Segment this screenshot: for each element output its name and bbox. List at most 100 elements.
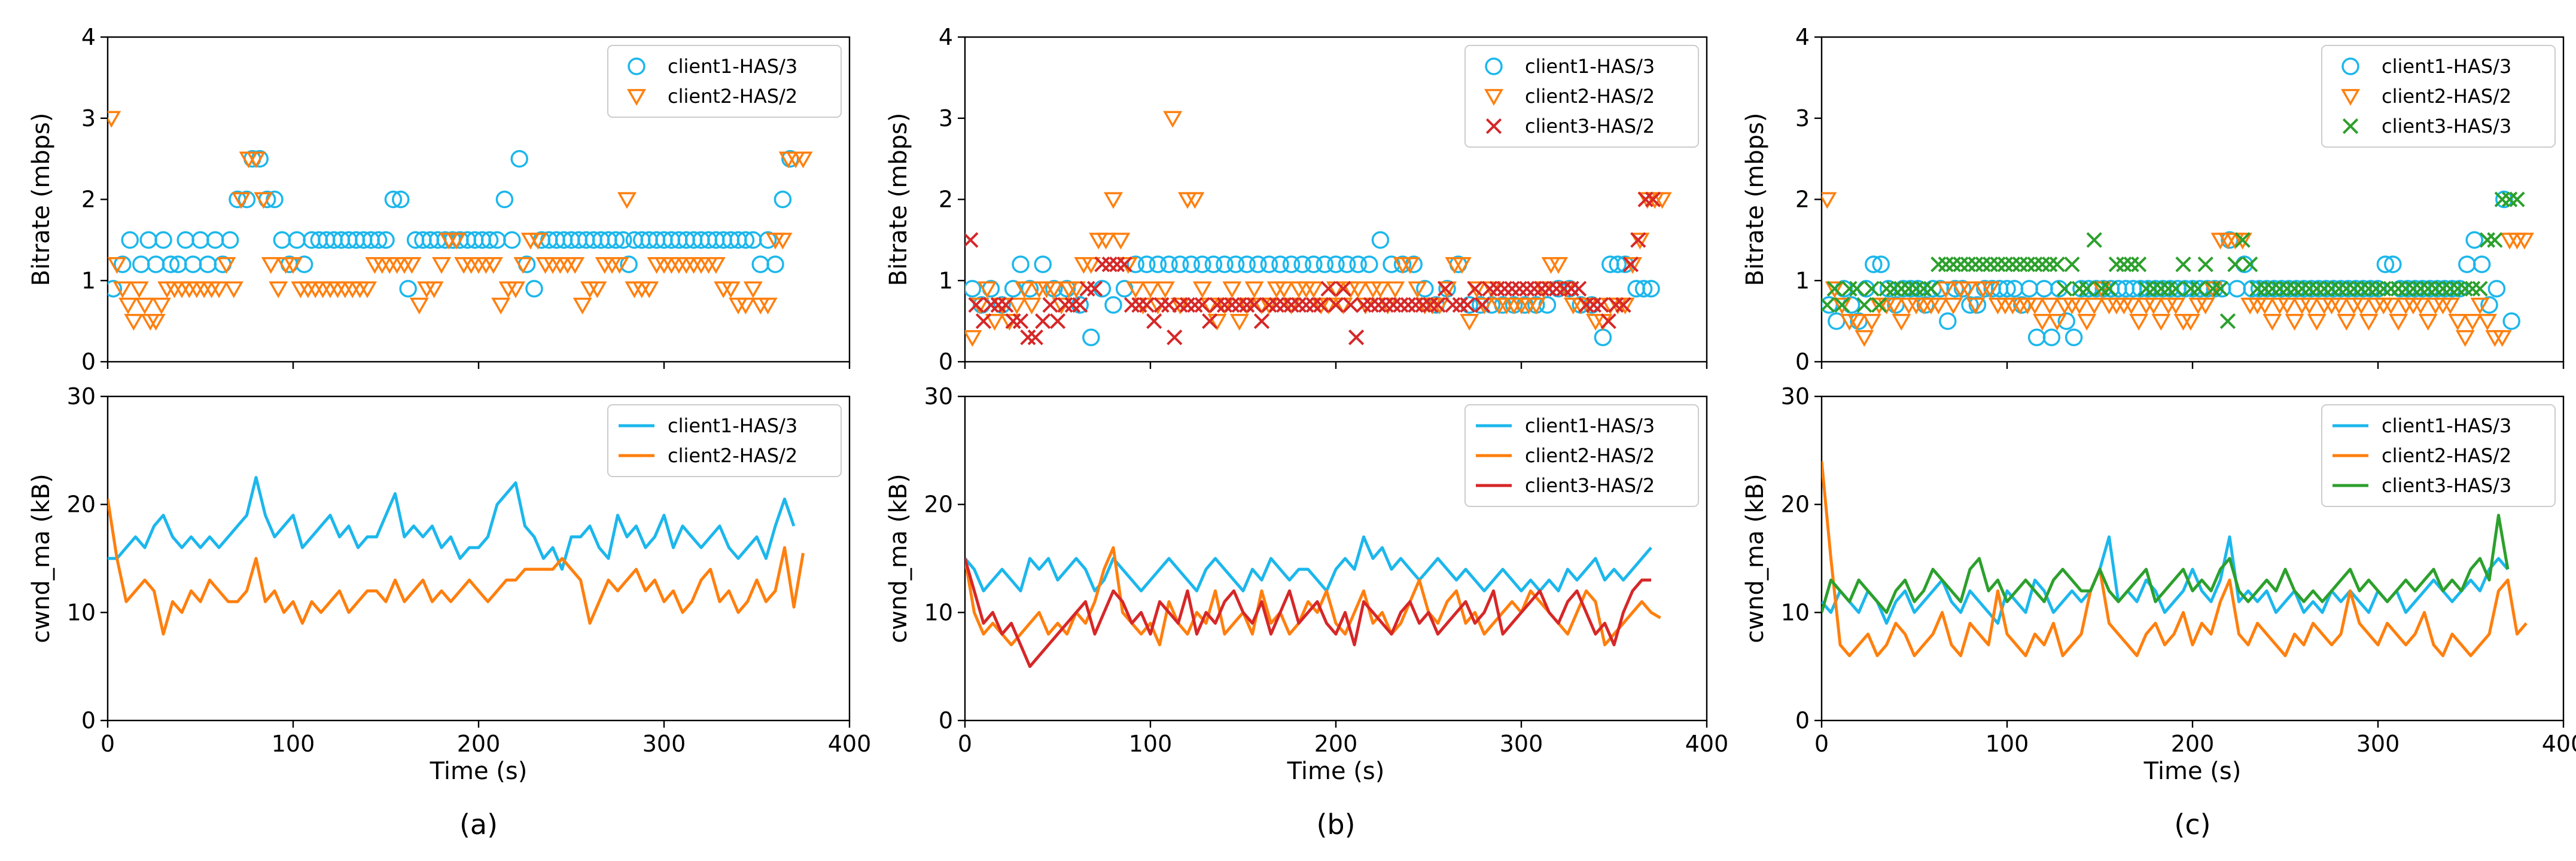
scatter-point <box>121 231 139 249</box>
scatter-point <box>1163 111 1183 128</box>
scatter-point <box>384 190 403 209</box>
scatter-point <box>246 151 266 169</box>
scatter-point <box>2353 280 2370 297</box>
scatter-point <box>2487 232 2503 248</box>
panel-caption: (a) <box>459 808 498 841</box>
scatter-point <box>2448 313 2468 331</box>
scatter-point <box>2035 280 2053 298</box>
scatter-point <box>1578 297 1594 313</box>
scatter-point <box>2455 330 2475 347</box>
scatter-point <box>2228 280 2246 298</box>
scatter-point <box>1953 256 1969 273</box>
scatter-point <box>1216 297 1233 313</box>
scatter-point <box>2301 280 2318 297</box>
scatter-point <box>1511 280 1528 297</box>
scatter-point <box>2233 233 2252 250</box>
y-axis-label: Bitrate (mbps) <box>28 113 55 286</box>
scatter-point <box>2398 280 2414 297</box>
scatter-point <box>209 281 229 298</box>
scatter-point <box>1194 297 1210 313</box>
scatter-point <box>766 255 784 273</box>
scatter-point <box>273 231 291 249</box>
y-tick-label: 30 <box>67 383 96 410</box>
scatter-point <box>1452 297 1468 313</box>
scatter-point <box>1825 281 1844 298</box>
scatter-point <box>1138 255 1156 273</box>
scatter-point <box>1035 313 1051 329</box>
scatter-point <box>2472 280 2488 297</box>
scatter-point <box>1570 280 1587 297</box>
axes-2-top: 0 1 2 3 4 Bitrate (mbps) client1-HAS/3 client2-… <box>1741 24 2565 375</box>
scatter-point <box>1968 256 1984 273</box>
scatter-point <box>1111 233 1131 250</box>
legend-marker-swatch <box>2342 118 2359 135</box>
scatter-point <box>1958 281 1978 298</box>
scatter-point <box>409 297 429 315</box>
scatter-point <box>1563 280 1579 297</box>
scatter-point <box>1884 297 1904 315</box>
scatter-point <box>1422 297 1439 313</box>
scatter-point <box>2025 297 2045 315</box>
scatter-point <box>2509 191 2525 207</box>
scatter-point <box>1871 297 1887 313</box>
legend-box <box>2321 45 2556 148</box>
scatter-point <box>1496 280 1513 297</box>
legend-label: client1-HAS/3 <box>668 55 797 78</box>
scatter-point <box>1856 297 1872 313</box>
scatter-point <box>1600 313 1616 329</box>
scatter-point <box>1400 257 1420 274</box>
x-tick-label: 200 <box>2171 731 2215 757</box>
scatter-point <box>1282 255 1301 273</box>
scatter-point <box>1042 297 1058 313</box>
legend-marker-swatch <box>1485 118 1502 135</box>
scatter-point <box>1072 297 1088 313</box>
scatter-point <box>503 231 521 249</box>
series-line <box>965 558 1651 668</box>
scatter-point <box>1298 297 1314 313</box>
scatter-point <box>2477 313 2497 331</box>
scatter-point <box>1385 297 1402 313</box>
axes-1-top: 0 1 2 3 4 Bitrate (mbps) client1-HAS/3 client2-… <box>885 24 1708 375</box>
scatter-point <box>1408 281 1427 298</box>
scatter-point <box>793 151 813 169</box>
scatter-point <box>1938 256 1954 273</box>
scatter-point <box>2123 256 2139 273</box>
x-axis-label: Time (s) <box>1287 758 1385 785</box>
scatter-point <box>2049 256 2065 273</box>
scatter-point <box>1960 256 1977 273</box>
y-tick-label: 4 <box>1795 24 1810 50</box>
legend: client1-HAS/3 client2-HAS/2 <box>607 404 842 477</box>
scatter-point <box>1886 280 1902 297</box>
scatter-point <box>1049 313 1066 329</box>
scatter-point <box>1338 255 1356 273</box>
scatter-point <box>369 231 388 249</box>
scatter-point <box>751 255 769 273</box>
scatter-point <box>2084 297 2104 315</box>
scatter-point <box>1192 281 1212 298</box>
scatter-point <box>1459 297 1476 313</box>
scatter-point <box>610 257 629 274</box>
scatter-point <box>2495 190 2513 209</box>
scatter-point <box>206 231 224 249</box>
scatter-point <box>1437 280 1454 297</box>
scatter-point <box>968 297 984 313</box>
scatter-points <box>1822 190 2534 347</box>
scatter-point <box>2064 256 2080 273</box>
scatter-point <box>1123 297 1140 313</box>
scatter-point <box>1849 280 1865 297</box>
legend-marker-swatch <box>1484 88 1504 106</box>
scatter-point <box>1945 256 1962 273</box>
scatter-point <box>1274 281 1294 298</box>
scatter-point <box>392 190 410 209</box>
scatter-point <box>2181 313 2200 331</box>
scatter-point <box>1093 280 1112 298</box>
scatter-point <box>2175 256 2191 273</box>
scatter-point <box>2479 232 2496 248</box>
scatter-point <box>1304 281 1323 298</box>
scatter-point <box>1109 256 1125 273</box>
scatter-point <box>124 313 144 331</box>
scatter-point <box>191 231 209 249</box>
y-axis-label: Bitrate (mbps) <box>1741 113 1769 286</box>
